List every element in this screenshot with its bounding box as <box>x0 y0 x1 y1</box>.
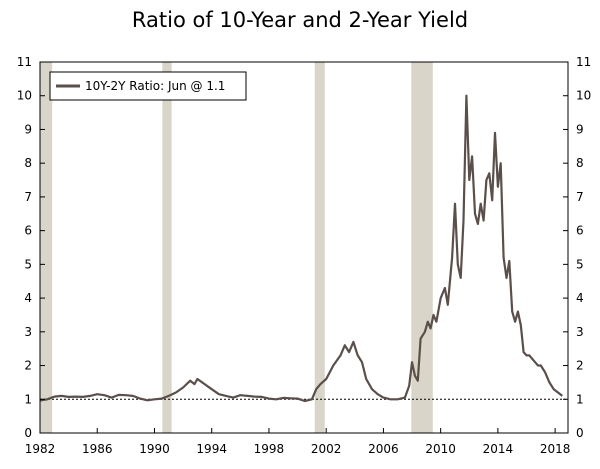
y-tick-label-left: 6 <box>24 224 32 238</box>
y-tick-label-right: 10 <box>576 89 591 103</box>
y-tick-label-right: 3 <box>576 325 584 339</box>
y-tick-label-left: 0 <box>24 426 32 440</box>
y-tick-label-left: 3 <box>24 325 32 339</box>
x-tick-label: 2018 <box>540 442 571 456</box>
x-tick-label: 1994 <box>196 442 227 456</box>
legend-label: 10Y-2Y Ratio: Jun @ 1.1 <box>85 79 225 93</box>
legend: 10Y-2Y Ratio: Jun @ 1.1 <box>49 71 247 101</box>
y-tick-label-left: 4 <box>24 291 32 305</box>
x-tick-label: 1982 <box>25 442 56 456</box>
y-tick-label-right: 1 <box>576 392 584 406</box>
x-tick-label: 2006 <box>368 442 399 456</box>
recession-band <box>40 62 53 433</box>
recession-bands <box>40 62 433 433</box>
y-tick-label-left: 10 <box>17 89 32 103</box>
series-layer <box>39 94 563 403</box>
x-tick-label: 1986 <box>82 442 113 456</box>
y-tick-label-right: 9 <box>576 122 584 136</box>
y-tick-label-left: 7 <box>24 190 32 204</box>
recession-band <box>162 62 172 433</box>
plot-frame <box>39 61 569 434</box>
y-tick-label-left: 2 <box>24 359 32 373</box>
chart-title: Ratio of 10-Year and 2-Year Yield <box>131 8 469 32</box>
y-tick-label-right: 5 <box>576 257 584 271</box>
x-tick-label: 2010 <box>425 442 456 456</box>
y-tick-label-right: 11 <box>576 55 591 69</box>
legend-box <box>49 71 247 101</box>
y-tick-label-right: 6 <box>576 224 584 238</box>
y-tick-label-right: 0 <box>576 426 584 440</box>
y-tick-label-left: 11 <box>17 55 32 69</box>
y-tick-label-right: 8 <box>576 156 584 170</box>
y-tick-label-left: 5 <box>24 257 32 271</box>
x-tick-label: 2002 <box>311 442 342 456</box>
y-tick-label-right: 7 <box>576 190 584 204</box>
recession-band <box>314 62 325 433</box>
series-line <box>39 94 563 403</box>
x-tick-label: 1990 <box>139 442 170 456</box>
y-tick-label-left: 8 <box>24 156 32 170</box>
recession-band <box>411 62 433 433</box>
y-tick-label-right: 4 <box>576 291 584 305</box>
y-tick-label-left: 9 <box>24 122 32 136</box>
x-tick-label: 2014 <box>483 442 514 456</box>
y-tick-label-left: 1 <box>24 392 32 406</box>
y-tick-label-right: 2 <box>576 359 584 373</box>
x-tick-label: 1998 <box>254 442 285 456</box>
